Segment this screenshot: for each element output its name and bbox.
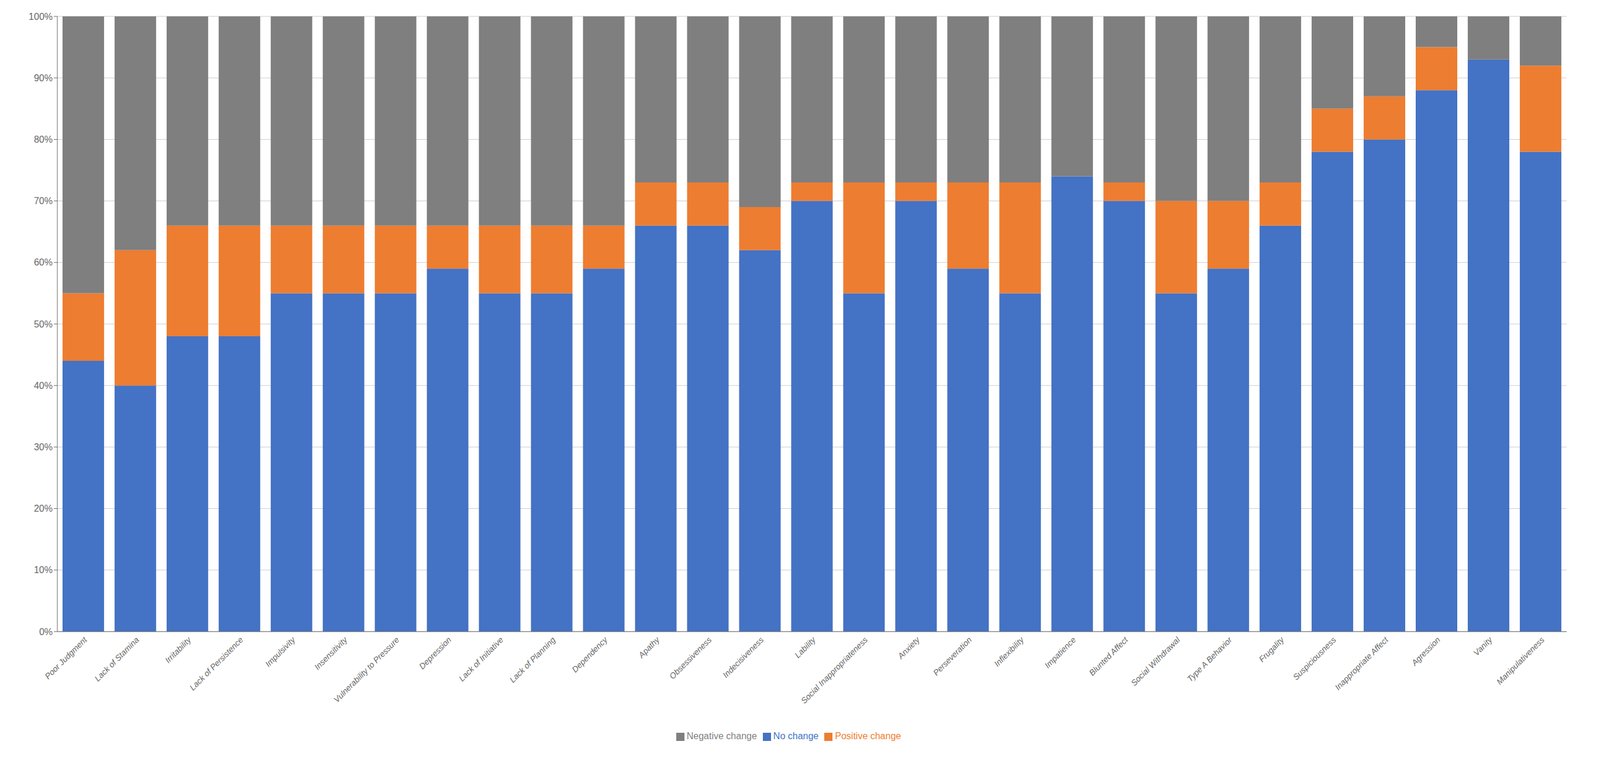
svg-text:20%: 20% [33,503,53,514]
svg-text:Poor Judgment: Poor Judgment [42,634,89,681]
html-text:No change: No change [773,731,819,742]
svg-text:Blunted Affect: Blunted Affect [1086,634,1130,678]
svg-text:30%: 30% [33,442,53,453]
svg-text:Impulsivity: Impulsivity [263,634,298,669]
svg-text:Lack of Stamina: Lack of Stamina [92,635,141,684]
svg-text:Frugality: Frugality [1257,634,1287,664]
svg-text:Depression: Depression [417,635,454,672]
svg-text:Obsessiveness: Obsessiveness [667,635,714,681]
svg-text:Suspiciousness: Suspiciousness [1291,635,1338,683]
svg-text:Lack of Initiative: Lack of Initiative [456,635,505,684]
svg-text:0%: 0% [39,627,53,638]
svg-text:Irritability: Irritability [163,634,194,666]
svg-text:Apathy: Apathy [635,634,662,661]
svg-text:Vanity: Vanity [1471,634,1495,658]
svg-text:10%: 10% [33,565,53,576]
svg-text:Lack of Persistence: Lack of Persistence [187,635,246,693]
svg-text:Lack of Planning: Lack of Planning [507,635,558,686]
svg-text:90%: 90% [33,73,53,84]
svg-text:Agression: Agression [1409,635,1443,669]
svg-text:Lability: Lability [792,634,818,660]
svg-text:Dependency: Dependency [569,634,610,675]
svg-text:Manipulativeness: Manipulativeness [1494,635,1547,687]
html-text:Negative change: Negative change [686,731,757,742]
svg-text:Type A Behavior: Type A Behavior [1185,634,1235,684]
svg-text:100%: 100% [28,11,53,22]
svg-text:Inflexibility: Inflexibility [992,634,1027,669]
svg-text:Inappropriate Affect: Inappropriate Affect [1332,634,1390,693]
svg-text:Perseveration: Perseveration [931,635,975,679]
svg-text:70%: 70% [33,195,53,206]
html-text:Positive change: Positive change [834,731,902,742]
svg-text:Impatience: Impatience [1042,635,1078,671]
svg-text:Social Withdrawal: Social Withdrawal [1129,634,1183,688]
svg-text:Vulnerability to Pressure: Vulnerability to Pressure [331,635,402,705]
svg-text:40%: 40% [33,380,53,391]
svg-text:Insensitivity: Insensitivity [312,634,350,672]
svg-text:80%: 80% [33,134,53,145]
svg-text:50%: 50% [33,319,53,330]
svg-text:Indecisiveness: Indecisiveness [720,635,766,680]
svg-text:60%: 60% [33,257,53,268]
svg-text:Anxiety: Anxiety [895,634,922,662]
svg-text:Social Inappropriateness: Social Inappropriateness [799,635,870,706]
